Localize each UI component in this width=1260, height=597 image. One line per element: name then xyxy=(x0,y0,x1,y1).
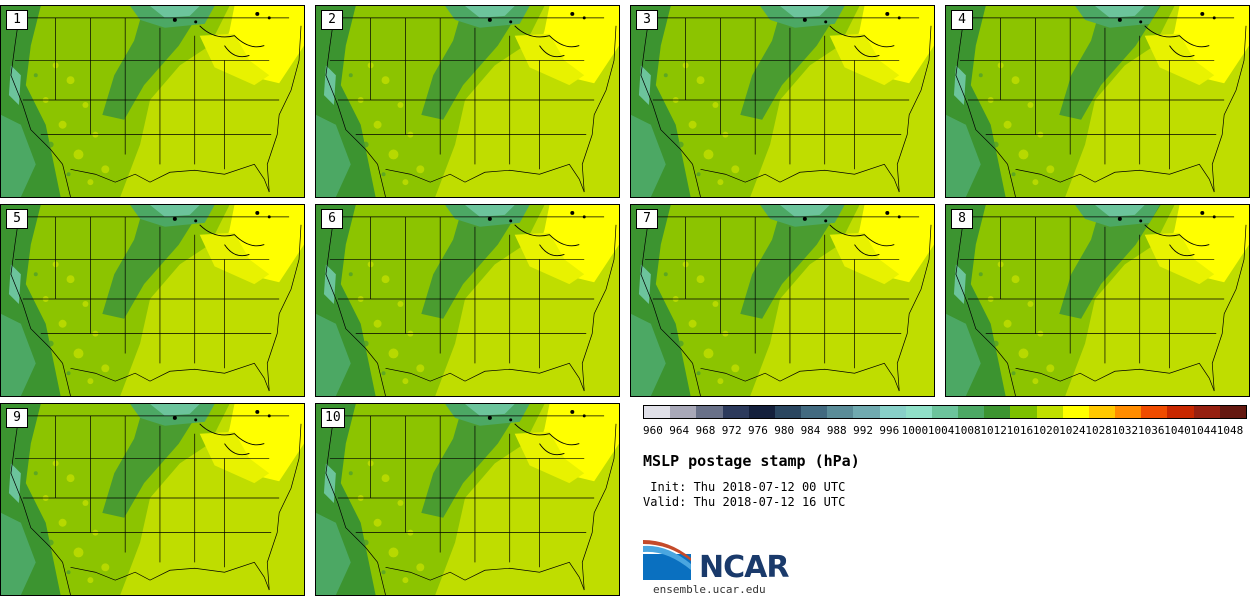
colorbar-segment xyxy=(644,406,671,418)
colorbar-segment xyxy=(879,406,906,418)
colorbar-tick-label: 1016 xyxy=(1006,424,1034,437)
map-panel-3: 3 xyxy=(630,5,935,198)
colorbar-segment xyxy=(1167,406,1194,418)
colorbar-segment xyxy=(905,406,932,418)
map-panel-7: 7 xyxy=(630,204,935,397)
mslp-map xyxy=(631,205,934,396)
colorbar-tick-label: 960 xyxy=(643,424,663,437)
mslp-map xyxy=(631,6,934,197)
colorbar-tick-label: 1040 xyxy=(1164,424,1191,437)
mslp-map xyxy=(316,205,619,396)
colorbar-segment xyxy=(1062,406,1089,418)
colorbar-segment xyxy=(1141,406,1168,418)
colorbar-tick-label: 980 xyxy=(774,424,795,437)
colorbar-tick-label: 1008 xyxy=(954,424,981,437)
colorbar-tick-label: 1028 xyxy=(1085,424,1112,437)
map-panel-10: 10 xyxy=(315,403,620,596)
mslp-map xyxy=(316,6,619,197)
colorbar-segment xyxy=(853,406,880,418)
colorbar-segment xyxy=(1088,406,1116,418)
colorbar-segment xyxy=(696,406,723,418)
colorbar-segment xyxy=(1193,406,1220,418)
panel-number-label: 10 xyxy=(321,408,345,428)
map-panel-6: 6 xyxy=(315,204,620,397)
colorbar-segment xyxy=(748,406,775,418)
mslp-map xyxy=(946,205,1249,396)
panel-number-label: 2 xyxy=(321,10,343,30)
panel-number-label: 3 xyxy=(636,10,658,30)
colorbar-segment xyxy=(1036,406,1063,418)
colorbar-tick-label: 1020 xyxy=(1032,424,1060,437)
panel-number-label: 7 xyxy=(636,209,658,229)
colorbar-segment xyxy=(931,406,959,418)
colorbar-tick-label: 1000 xyxy=(901,424,929,437)
colorbar-segment xyxy=(1115,406,1142,418)
colorbar-ticks: 960 964 968 972 976 980 984 988 992 996 1000 1004 10… xyxy=(631,424,1260,438)
panel-number-label: 1 xyxy=(6,10,28,30)
panel-number-label: 5 xyxy=(6,209,28,229)
colorbar-segment xyxy=(722,406,749,418)
colorbar-tick-label: 1012 xyxy=(980,424,1007,437)
plot-title: MSLP postage stamp (hPa) xyxy=(643,452,860,470)
map-panel-2: 2 xyxy=(315,5,620,198)
colorbar-tick-label: 1032 xyxy=(1111,424,1139,437)
ensemble-url: ensemble.ucar.edu xyxy=(653,583,766,596)
map-panel-5: 5 xyxy=(0,204,305,397)
panel-number-label: 8 xyxy=(951,209,973,229)
colorbar-tick-label: 976 xyxy=(748,424,768,437)
map-panel-4: 4 xyxy=(945,5,1250,198)
map-panel-1: 1 xyxy=(0,5,305,198)
colorbar-segment xyxy=(827,406,854,418)
colorbar-segment xyxy=(801,406,828,418)
colorbar-segment xyxy=(670,406,697,418)
colorbar-tick-label: 972 xyxy=(721,424,742,437)
mslp-map xyxy=(1,404,304,595)
colorbar-tick-label: 1004 xyxy=(927,424,955,437)
mslp-map xyxy=(1,6,304,197)
colorbar-segment xyxy=(1010,406,1037,418)
mslp-map xyxy=(316,404,619,595)
colorbar-segment xyxy=(1219,406,1246,418)
valid-time: Valid: Thu 2018-07-12 16 UTC xyxy=(643,495,846,509)
map-panel-9: 9 xyxy=(0,403,305,596)
panel-number-label: 6 xyxy=(321,209,343,229)
panel-number-label: 9 xyxy=(6,408,28,428)
mslp-map xyxy=(946,6,1249,197)
map-panel-8: 8 xyxy=(945,204,1250,397)
colorbar-segment xyxy=(958,406,985,418)
colorbar-segment xyxy=(984,406,1011,418)
init-time: Init: Thu 2018-07-12 00 UTC xyxy=(643,480,846,494)
colorbar-segment xyxy=(774,406,802,418)
colorbar-tick-label: 996 xyxy=(879,424,900,437)
ncar-logo-text: NCAR xyxy=(699,550,789,585)
colorbar-tick-label: 1048 xyxy=(1216,424,1244,437)
colorbar-tick-label: 1024 xyxy=(1059,424,1086,437)
mslp-map xyxy=(1,205,304,396)
colorbar-tick-label: 984 xyxy=(800,424,821,437)
colorbar-tick-label: 992 xyxy=(853,424,873,437)
panel-number-label: 4 xyxy=(951,10,973,30)
colorbar-tick-label: 968 xyxy=(695,424,716,437)
colorbar-tick-label: 1036 xyxy=(1137,424,1165,437)
colorbar-tick-label: 964 xyxy=(669,424,690,437)
colorbar-tick-label: 988 xyxy=(826,424,847,437)
colorbar xyxy=(643,405,1247,419)
ncar-logo-icon xyxy=(643,540,691,580)
colorbar-tick-label: 1044 xyxy=(1190,424,1217,437)
